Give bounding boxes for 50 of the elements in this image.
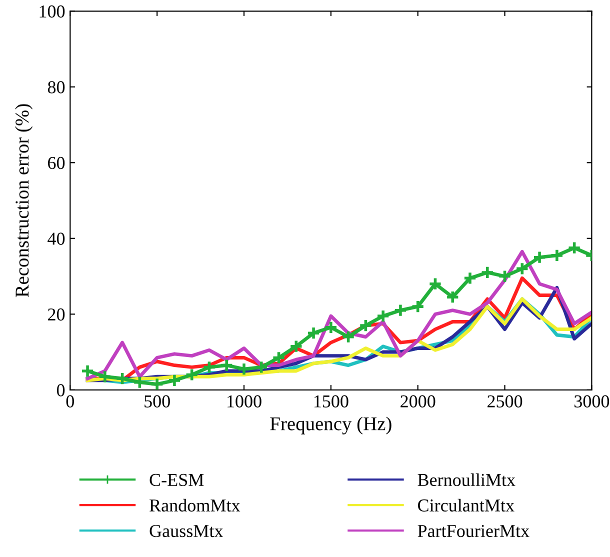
legend-label: GaussMtx [150,524,224,538]
point [132,375,147,390]
point [341,330,356,344]
y-tick-label: 0 [56,384,65,396]
point [567,240,582,255]
point [289,339,304,354]
point [550,248,564,262]
y-tick-label: 60 [48,156,65,170]
point [394,303,408,318]
point [254,360,268,374]
legend-label: PartFourierMtx [418,524,530,538]
point [306,326,320,340]
point [410,300,425,314]
point [98,370,112,384]
point [220,358,234,372]
y-tick-label: 100 [40,5,65,18]
point [115,372,130,386]
point [515,262,530,276]
x-axis-title: Frequency (Hz) [270,416,392,434]
point [80,364,94,378]
point [446,290,460,304]
y-axis-title: Reconstruction error (%) [15,104,33,298]
y-tick-label: 20 [48,308,65,321]
point [428,276,442,291]
x-tick-label: 500 [144,395,170,408]
x-tick-label: 3000 [574,395,610,408]
point [168,373,182,388]
point [498,269,512,284]
point [463,271,477,286]
point [358,318,373,332]
legend-label: CirculantMtx [418,498,514,512]
point [324,320,338,334]
y-tick-label: 80 [48,81,65,94]
x-tick-label: 2000 [400,395,436,408]
x-tick-label: 0 [66,395,74,408]
legend-label: BernoulliMtx [418,473,516,486]
point [376,309,390,323]
point [237,362,251,376]
point [202,360,216,374]
legend-label: C-ESM [150,474,204,486]
point [532,250,546,264]
x-tick-label: 1000 [228,395,262,408]
point [272,350,286,365]
y-tick-label: 40 [48,232,65,245]
point [184,368,199,382]
x-tick-label: 1500 [314,395,348,408]
point [150,377,164,390]
point [480,266,494,280]
x-tick-label: 2500 [488,395,522,408]
legend-label: RandomMtx [150,498,240,512]
